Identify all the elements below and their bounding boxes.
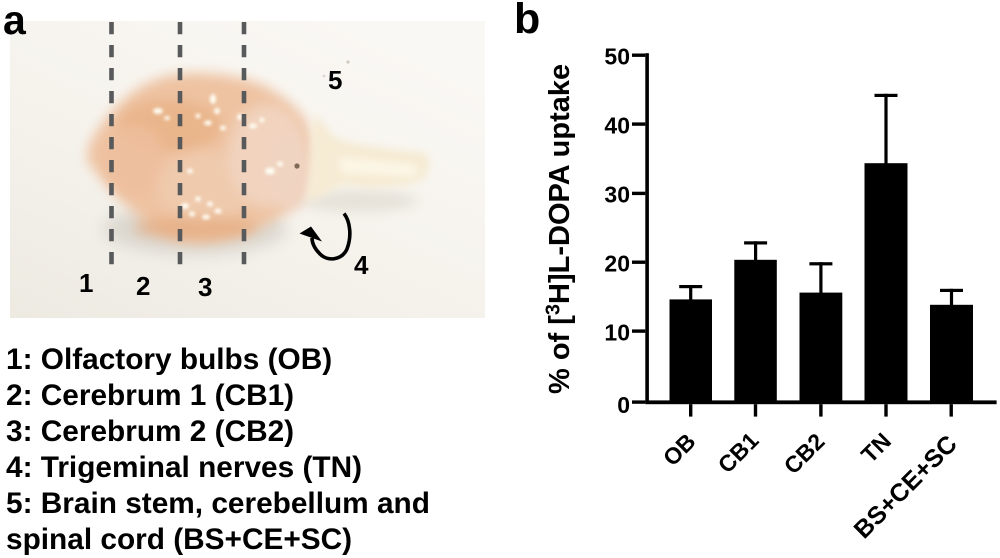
svg-text:30: 30 [604,182,630,208]
svg-text:5: 5 [328,65,342,95]
svg-text:CB1: CB1 [713,427,764,478]
svg-text:OB: OB [658,428,701,471]
svg-text:CB2: CB2 [779,428,830,479]
svg-text:4: 4 [354,250,369,280]
svg-text:% of [3H]L-DOPA uptake: % of [3H]L-DOPA uptake [542,64,576,394]
svg-text:0: 0 [617,392,630,418]
svg-text:10: 10 [604,319,630,345]
svg-text:40: 40 [604,113,630,139]
svg-text:1: 1 [79,268,93,298]
svg-text:TN: TN [856,428,896,468]
svg-text:50: 50 [604,43,630,69]
svg-text:2: 2 [136,271,150,301]
svg-text:20: 20 [604,250,630,276]
svg-text:3: 3 [198,272,212,302]
